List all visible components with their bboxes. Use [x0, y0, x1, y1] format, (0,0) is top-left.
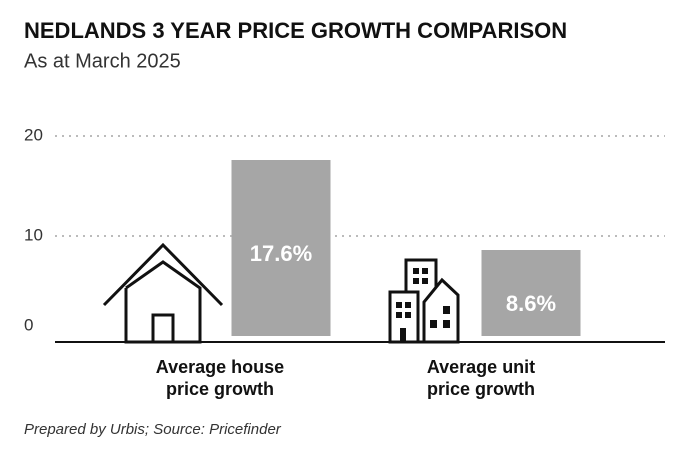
y-tick-label: 0 [24, 315, 33, 334]
y-tick-label: 20 [24, 125, 43, 144]
house-icon [102, 242, 224, 344]
value-label: 8.6% [506, 291, 556, 316]
y-tick-label: 10 [24, 225, 43, 244]
bar [231, 160, 331, 336]
source-note: Prepared by Urbis; Source: Pricefinder [24, 421, 282, 438]
chart-title: NEDLANDS 3 YEAR PRICE GROWTH COMPARISON [24, 18, 567, 43]
category-label: Average house price growth [155, 357, 285, 399]
bar [481, 250, 581, 336]
unit-icon [388, 258, 460, 344]
value-label: 17.6% [250, 241, 312, 266]
category-label: Average unit price growth [426, 357, 536, 399]
chart-subtitle: As at March 2025 [24, 50, 181, 72]
